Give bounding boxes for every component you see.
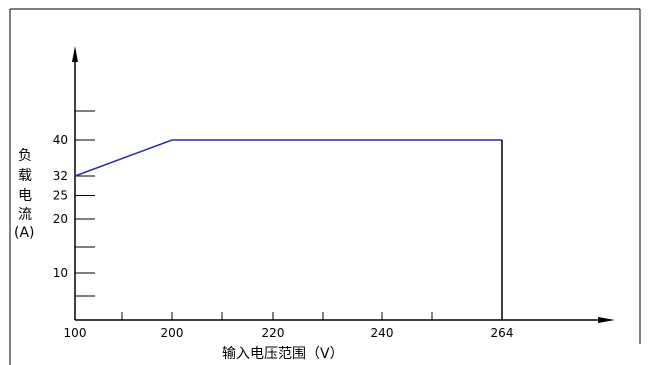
y-axis-title-char: 载: [18, 168, 32, 184]
y-tick-label: 10: [53, 266, 68, 280]
y-tick-label: 40: [53, 133, 68, 147]
y-axis-arrow: [72, 46, 78, 62]
x-tick-label: 220: [262, 326, 285, 340]
x-axis-arrow: [598, 317, 615, 323]
y-axis-title-char: 负: [18, 148, 32, 164]
y-tick-label: 32: [53, 169, 68, 183]
axes: [72, 46, 615, 323]
y-axis-title-char: (A): [14, 225, 35, 241]
x-axis-title: 输入电压范围（V）: [222, 345, 344, 362]
x-tick-label: 264: [491, 326, 514, 340]
x-tick-label: 240: [371, 326, 394, 340]
y-tick-label: 25: [53, 189, 68, 203]
series-layer: [74, 139, 503, 320]
y-axis-title-char: 电: [18, 188, 32, 204]
y-axis-title-char: 流: [18, 207, 32, 223]
x-tick-label: 200: [161, 326, 184, 340]
series-line: [74, 139, 502, 177]
x-tick-label: 100: [64, 326, 87, 340]
y-tick-label: 20: [53, 212, 68, 226]
